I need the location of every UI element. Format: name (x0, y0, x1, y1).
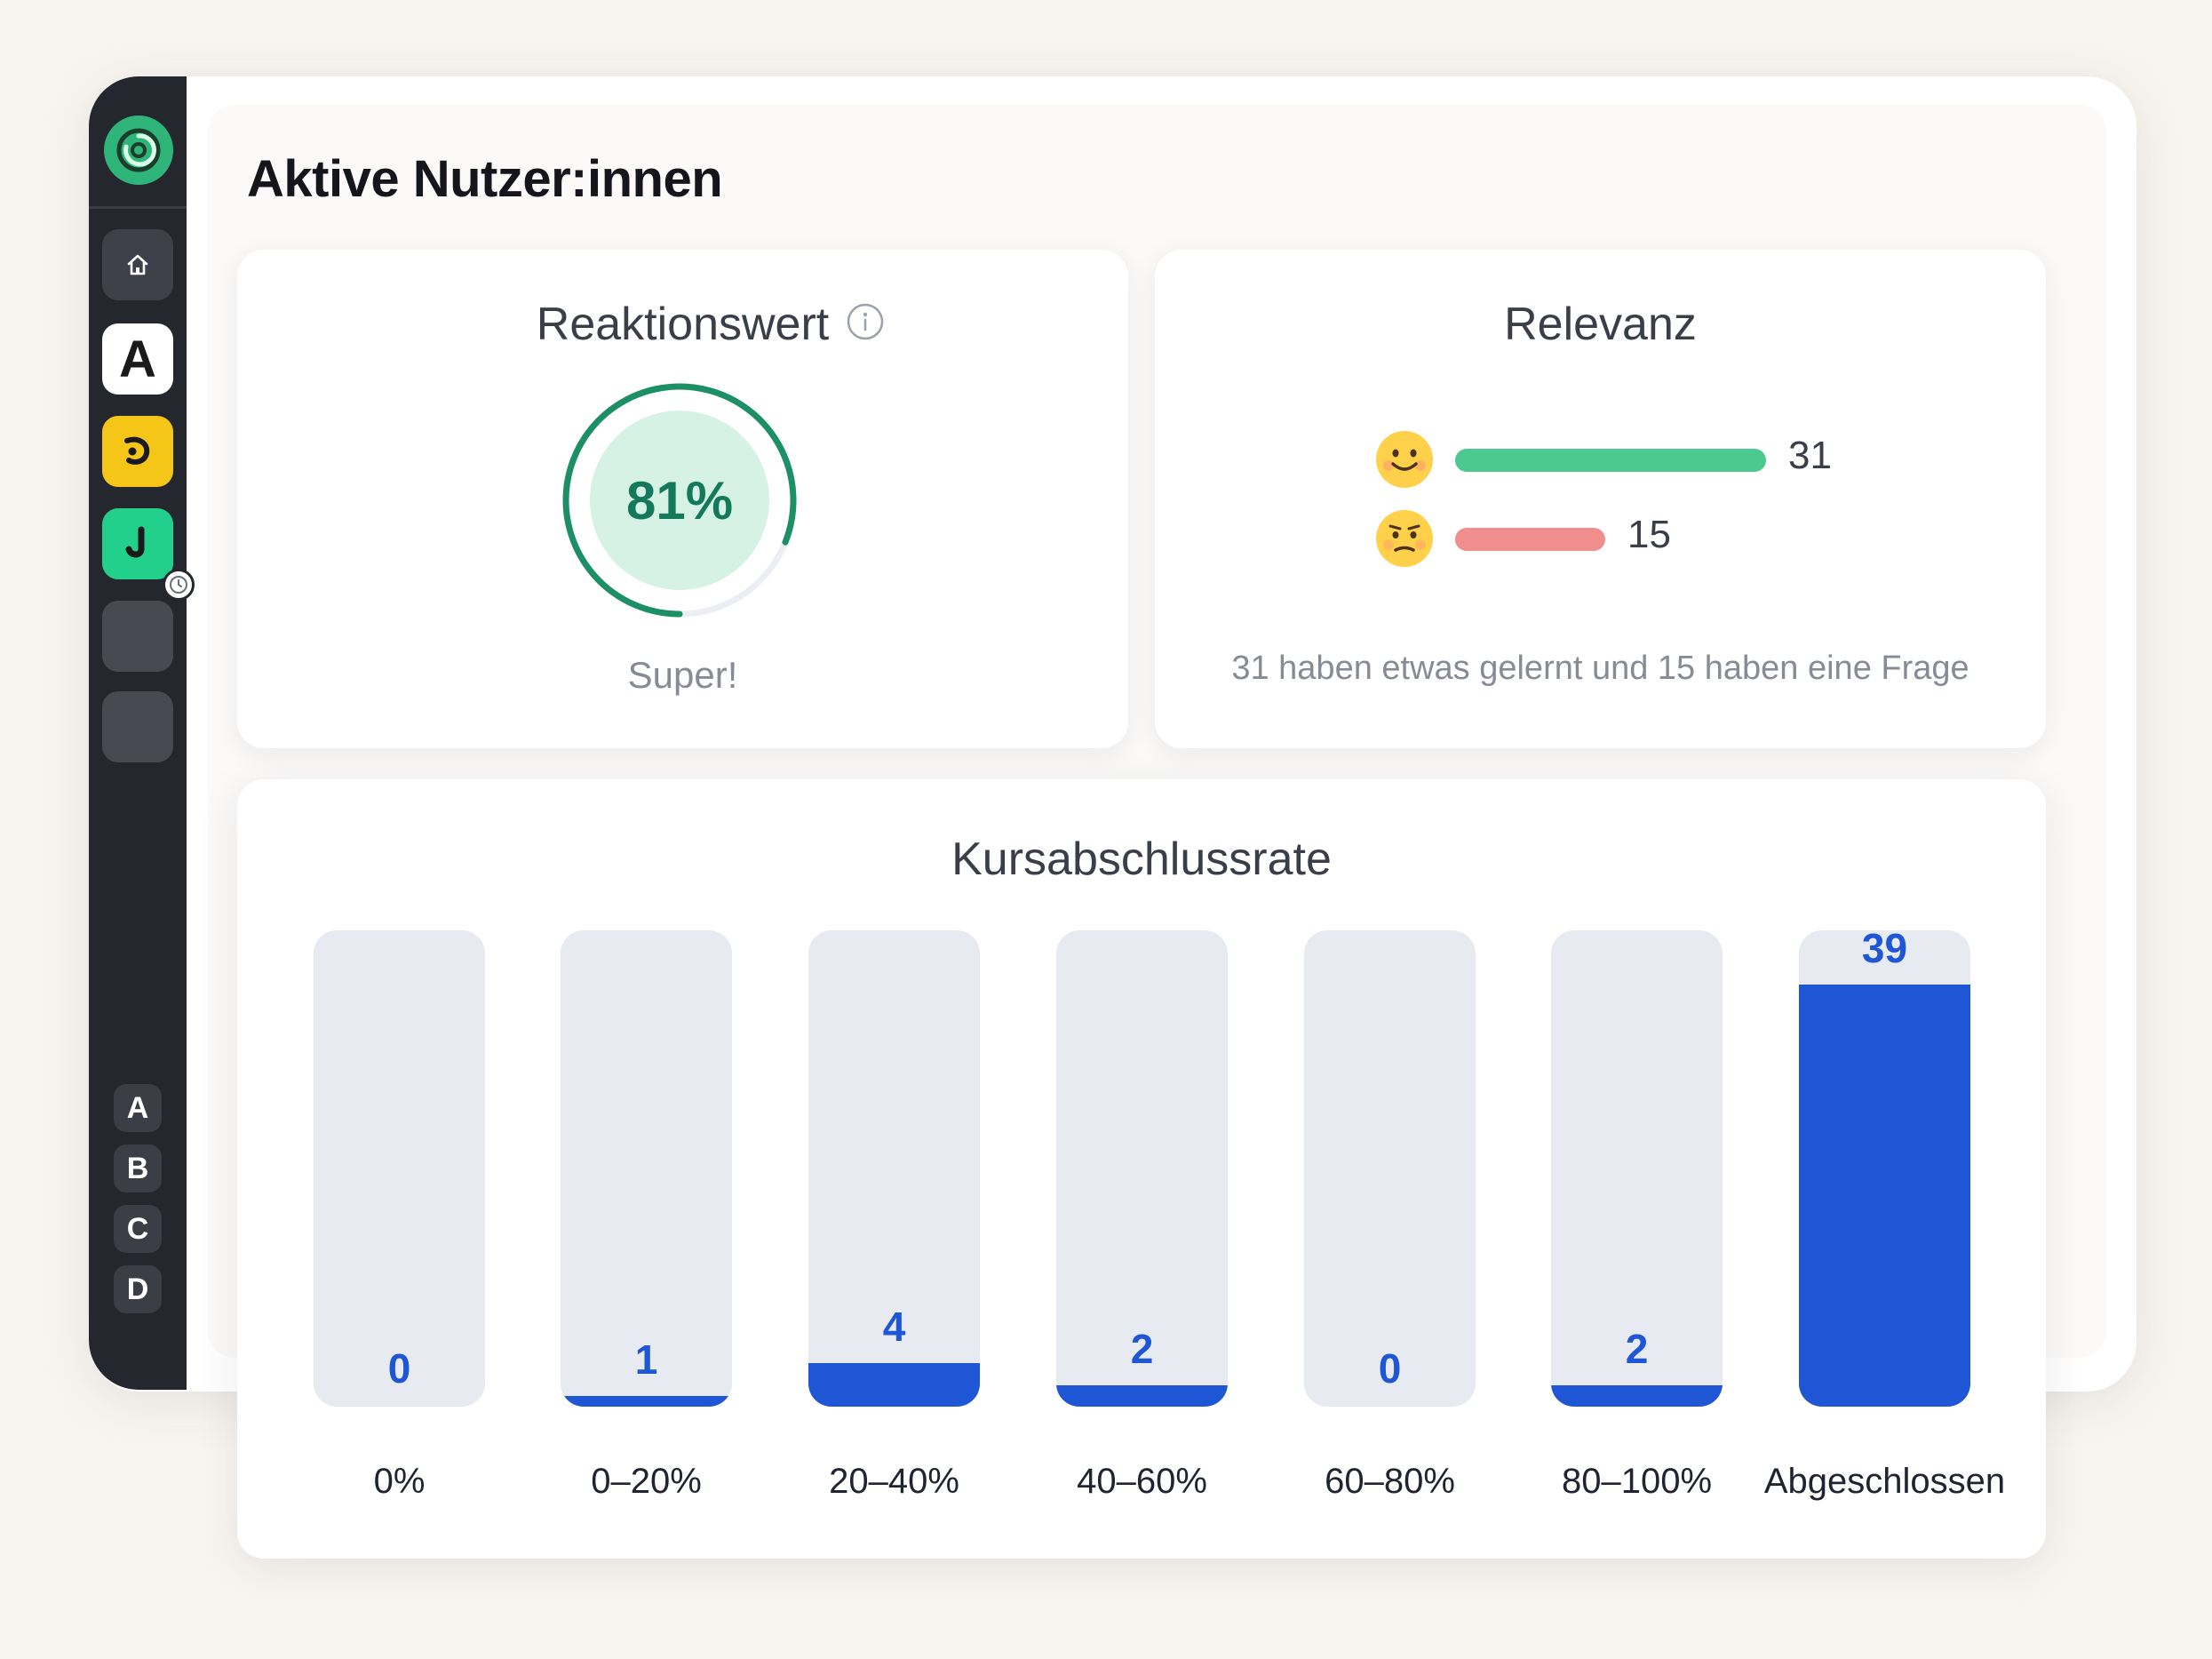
bar (561, 1396, 732, 1407)
home-icon (127, 254, 148, 275)
bar-track: 0 (314, 930, 485, 1407)
bar-track: 0 (1304, 930, 1476, 1407)
bar-track: 2 (1551, 930, 1723, 1407)
bar (1056, 1385, 1228, 1407)
bar-category-label: 80–100% (1561, 1462, 1713, 1501)
bar-track: 39 (1799, 930, 1970, 1407)
sidebar: A A B C D (89, 76, 195, 1390)
bar-category-label: 0% (373, 1462, 426, 1501)
reaktionswert-caption: Super! (627, 654, 738, 696)
bar-category-label: 40–60% (1077, 1462, 1207, 1501)
bar-value-label: 2 (1625, 1326, 1649, 1372)
bar-track: 2 (1056, 930, 1228, 1407)
reaktionswert-title: Reaktionswert (536, 299, 830, 350)
gauge-progress-arc (562, 383, 797, 618)
relevanz-count-happy: 31 (1788, 434, 1832, 477)
bar-value-label: 2 (1130, 1326, 1154, 1372)
letter-nav-d[interactable]: D (114, 1265, 162, 1313)
gauge-fill (590, 411, 769, 590)
bar-value-label: 4 (882, 1304, 906, 1350)
info-icon[interactable] (845, 301, 886, 342)
bar-category-label: 0–20% (591, 1462, 702, 1501)
bar-category-label: 20–40% (829, 1462, 959, 1501)
relevanz-bar-confused (1455, 528, 1605, 551)
bar-value-label: 39 (1861, 930, 1908, 971)
sidebar-item-home[interactable] (102, 229, 173, 300)
yellow-app-icon (124, 436, 150, 465)
sidebar-item-a-label: A (119, 330, 156, 388)
chart-title: Kursabschlussrate (951, 833, 1332, 885)
bar-value-label: 0 (387, 1345, 411, 1392)
sidebar-item-empty-2[interactable] (102, 691, 173, 762)
clock-icon (163, 569, 195, 601)
letter-nav-b[interactable]: B (114, 1145, 162, 1192)
bar-track: 1 (561, 930, 732, 1407)
sidebar-divider (89, 206, 187, 209)
happy-face-icon (1376, 431, 1433, 488)
bar-track: 4 (808, 930, 980, 1407)
reaktionswert-value: 81% (625, 470, 734, 530)
bar-category-label: Abgeschlossen (1763, 1462, 2006, 1501)
bar-value-label: 0 (1378, 1345, 1402, 1392)
bar-category-label: 60–80% (1325, 1462, 1455, 1501)
confused-face-icon (1376, 510, 1433, 567)
reaktionswert-gauge (562, 383, 797, 618)
page-title: Aktive Nutzer:innen (247, 150, 723, 208)
reaktionswert-card: Reaktionswert 81% Super! (237, 250, 1128, 748)
relevanz-bar-happy (1455, 449, 1766, 472)
app-logo-icon[interactable] (104, 116, 173, 185)
letter-nav-c[interactable]: C (114, 1205, 162, 1253)
sidebar-item-empty-1[interactable] (102, 601, 173, 672)
sidebar-item-green-app[interactable] (102, 508, 195, 601)
sidebar-item-yellow-app[interactable] (102, 416, 173, 487)
relevanz-card: Relevanz 31 15 31 haben etwas gelernt un… (1155, 250, 2046, 748)
bar-value-label: 1 (634, 1336, 658, 1383)
kursabschlussrate-card: Kursabschlussrate 0 0% 1 0–20% 4 20–40% 2 40–60… (237, 779, 2046, 1559)
bar (1551, 1385, 1723, 1407)
relevanz-count-confused: 15 (1627, 513, 1671, 556)
green-app-icon (125, 526, 145, 558)
relevanz-caption: 31 haben etwas gelernt und 15 haben eine… (1231, 650, 1969, 687)
bar (808, 1363, 980, 1407)
letter-nav-a[interactable]: A (114, 1084, 162, 1132)
sidebar-item-a[interactable]: A (102, 323, 173, 395)
relevanz-title: Relevanz (1504, 299, 1697, 350)
bar (1799, 985, 1970, 1407)
